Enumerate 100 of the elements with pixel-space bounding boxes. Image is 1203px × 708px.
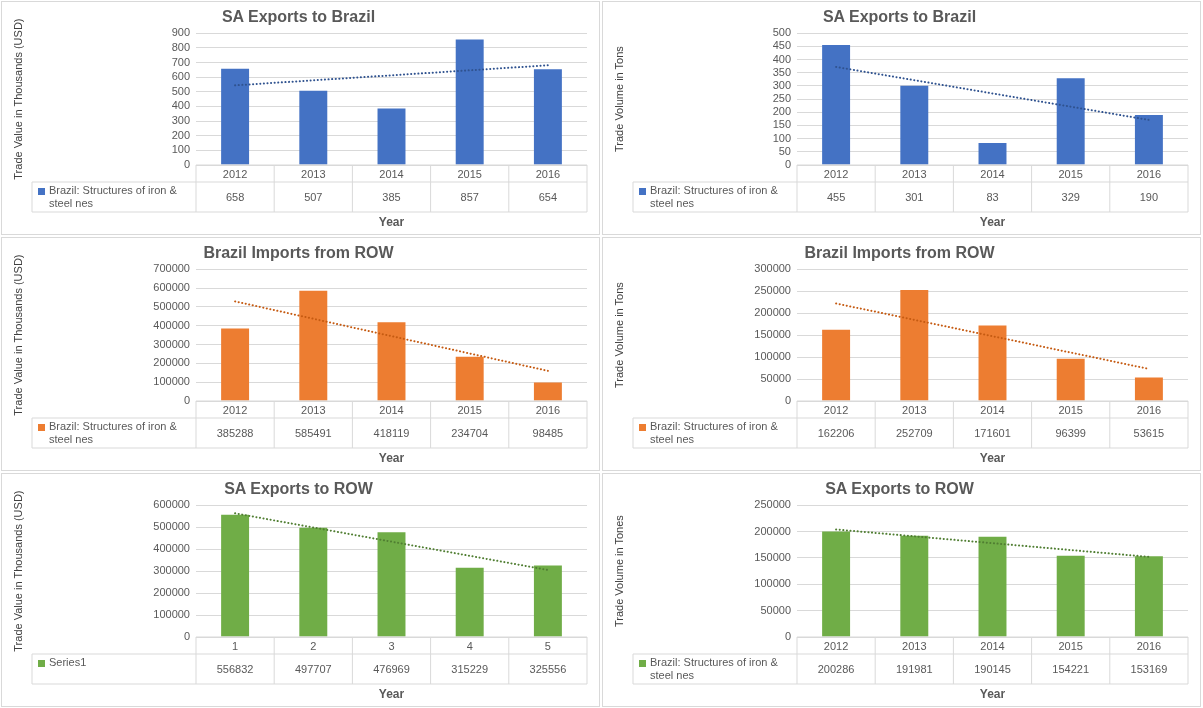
bar xyxy=(1134,377,1163,401)
y-tick-label: 150000 xyxy=(754,328,791,341)
data-label: 301 xyxy=(905,191,924,204)
y-tick-label: 0 xyxy=(784,630,791,643)
y-tick-label: 600000 xyxy=(153,498,190,511)
chart-title: Brazil Imports from ROW xyxy=(804,244,996,262)
x-axis-title: Year xyxy=(979,215,1006,230)
chart-title: SA Exports to Brazil xyxy=(221,8,376,26)
data-label: 385 xyxy=(382,191,401,204)
bar xyxy=(377,108,406,165)
chart-title: SA Exports to ROW xyxy=(825,480,975,498)
bar xyxy=(533,382,562,401)
y-tick-label: 250 xyxy=(772,92,791,105)
data-label: 418119 xyxy=(373,427,410,440)
data-label: 385288 xyxy=(216,427,254,440)
data-label: 96399 xyxy=(1055,427,1086,440)
y-tick-label: 700 xyxy=(171,55,190,68)
y-tick-label: 0 xyxy=(784,394,791,407)
bar xyxy=(978,325,1007,401)
x-tick-label: 2015 xyxy=(457,167,482,180)
y-axis-title: Trade Volume in Tons xyxy=(612,281,625,388)
y-tick-label: 100000 xyxy=(153,608,190,621)
x-tick-label: 2015 xyxy=(1058,167,1083,180)
x-tick-label: 2014 xyxy=(379,403,404,416)
x-tick-label: 2015 xyxy=(457,403,482,416)
y-axis-title: Trade Value in Thousands (USD) xyxy=(11,254,24,416)
y-tick-label: 100000 xyxy=(754,350,791,363)
bar xyxy=(978,536,1007,637)
y-tick-label: 200 xyxy=(772,105,791,118)
y-axis-title: Trade Volume in Tons xyxy=(612,45,625,152)
x-tick-label: 2013 xyxy=(902,403,927,416)
data-label: 162206 xyxy=(817,427,855,440)
chart-title: Brazil Imports from ROW xyxy=(203,244,395,262)
x-tick-label: 2012 xyxy=(823,167,849,180)
y-tick-label: 400000 xyxy=(153,542,190,555)
y-tick-label: 400 xyxy=(171,99,190,112)
data-label: 507 xyxy=(304,191,323,204)
bar xyxy=(221,68,250,165)
y-tick-label: 300000 xyxy=(153,564,190,577)
data-label: 200286 xyxy=(817,663,855,676)
data-label: 98485 xyxy=(532,427,564,440)
bar xyxy=(299,90,328,165)
data-label: 556832 xyxy=(216,663,254,676)
chart-title: SA Exports to Brazil xyxy=(822,8,977,26)
y-tick-label: 200000 xyxy=(153,586,190,599)
y-axis-title: Trade Value in Thousands (USD) xyxy=(11,18,24,180)
y-tick-label: 0 xyxy=(183,630,190,643)
data-label: 585491 xyxy=(294,427,332,440)
y-tick-label: 250000 xyxy=(754,498,791,511)
data-label: 315229 xyxy=(451,663,489,676)
data-label: 658 xyxy=(225,191,245,204)
y-tick-label: 200 xyxy=(171,128,190,141)
x-tick-label: 1 xyxy=(232,639,239,652)
y-tick-label: 400 xyxy=(772,52,791,65)
x-tick-label: 3 xyxy=(388,639,395,652)
x-tick-label: 2015 xyxy=(1058,639,1083,652)
x-tick-label: 2016 xyxy=(1136,167,1162,180)
bar xyxy=(822,45,851,165)
bar xyxy=(1134,556,1163,637)
y-tick-label: 0 xyxy=(784,158,791,171)
chart-title: SA Exports to ROW xyxy=(224,480,374,498)
bar xyxy=(900,535,929,637)
x-tick-label: 2016 xyxy=(535,167,561,180)
x-tick-label: 2014 xyxy=(980,403,1005,416)
legend-label: Series1 xyxy=(49,655,87,668)
y-tick-label: 300000 xyxy=(754,262,791,275)
data-label: 190145 xyxy=(974,663,1011,676)
data-label: 252709 xyxy=(895,427,933,440)
y-tick-label: 350 xyxy=(772,65,791,78)
y-tick-label: 50 xyxy=(778,144,791,157)
data-label: 329 xyxy=(1061,191,1080,204)
bar xyxy=(822,531,851,637)
y-axis-title: Trade Value in Thousands (USD) xyxy=(11,490,24,652)
x-tick-label: 2012 xyxy=(823,403,849,416)
data-label: 191981 xyxy=(895,663,933,676)
bar xyxy=(822,329,851,401)
bar xyxy=(900,85,929,165)
x-axis-title: Year xyxy=(979,451,1006,466)
y-tick-label: 600 xyxy=(171,70,190,83)
bar xyxy=(377,322,406,401)
y-tick-label: 800 xyxy=(171,40,190,53)
x-tick-label: 2013 xyxy=(902,639,927,652)
y-tick-label: 250000 xyxy=(754,284,791,297)
y-tick-label: 600000 xyxy=(153,281,190,294)
legend-label: Brazil: Structures of iron & steel nes xyxy=(49,419,178,445)
y-tick-label: 200000 xyxy=(153,356,190,369)
y-tick-label: 700000 xyxy=(153,262,190,275)
y-tick-label: 150000 xyxy=(754,550,791,563)
y-tick-label: 500000 xyxy=(153,520,190,533)
data-label: 476969 xyxy=(373,663,410,676)
y-tick-label: 0 xyxy=(183,394,190,407)
legend-label: Brazil: Structures of iron & steel nes xyxy=(650,655,779,681)
y-tick-label: 200000 xyxy=(754,524,791,537)
legend-label: Brazil: Structures of iron & steel nes xyxy=(650,419,779,445)
x-axis-title: Year xyxy=(979,687,1006,702)
y-tick-label: 300000 xyxy=(153,337,190,350)
bar xyxy=(377,532,406,637)
y-tick-label: 500000 xyxy=(153,299,190,312)
data-label: 190 xyxy=(1139,191,1159,204)
bar xyxy=(455,567,484,637)
